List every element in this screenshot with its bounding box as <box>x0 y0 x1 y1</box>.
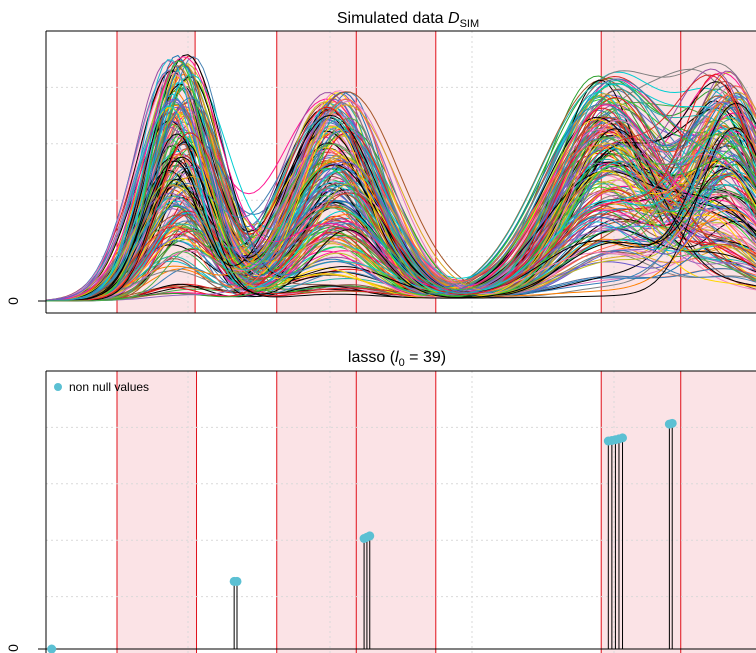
series-curve-122 <box>46 54 756 302</box>
bottom-band-3 <box>601 371 681 653</box>
series-curve-173 <box>45 160 756 302</box>
bottom-ytick-zero: 0 <box>5 644 21 652</box>
series-curve-151 <box>45 133 756 302</box>
series-curve-186 <box>45 105 756 302</box>
nonzero-point-2 <box>232 576 242 586</box>
bottom-band-2 <box>356 371 436 653</box>
top-curves <box>45 54 756 302</box>
series-curve-147 <box>45 91 756 302</box>
series-curve-191 <box>45 104 756 302</box>
bottom-points <box>47 418 677 653</box>
legend-marker <box>54 383 62 391</box>
series-curve-192 <box>45 126 756 302</box>
bottom-title-symbol: l <box>395 349 399 366</box>
series-curve-199 <box>46 133 756 302</box>
bottom-grid <box>46 371 756 653</box>
series-curve-187 <box>45 56 756 302</box>
series-curve-158 <box>45 74 756 302</box>
bottom-title-prefix: lasso ( <box>348 349 396 366</box>
series-curve-148 <box>46 71 756 302</box>
nonzero-point-0 <box>47 644 57 653</box>
nonzero-point-5 <box>365 531 375 541</box>
series-curve-197 <box>46 73 756 302</box>
series-curve-176 <box>45 73 756 302</box>
series-curve-196 <box>45 160 756 302</box>
series-curve-113 <box>46 184 756 302</box>
series-curve-142 <box>46 160 756 302</box>
series-curve-171 <box>46 86 756 302</box>
series-curve-189 <box>46 94 756 302</box>
bottom-highlight-bands <box>116 371 756 653</box>
bottom-panel: lasso (l0 = 39) 0 non null values <box>5 349 756 653</box>
series-curve-177 <box>45 59 756 302</box>
bottom-band-4 <box>680 371 756 653</box>
nonzero-point-12 <box>667 418 677 428</box>
series-curve-157 <box>45 98 756 302</box>
series-curve-160 <box>46 97 756 302</box>
series-curve-182 <box>45 65 756 302</box>
top-title: Simulated data DSIM <box>337 10 479 30</box>
top-ytick-zero: 0 <box>5 297 21 305</box>
series-curve-194 <box>45 98 756 301</box>
legend: non null values <box>54 380 149 394</box>
series-curve-181 <box>46 98 756 302</box>
top-title-main: Simulated data <box>337 10 448 27</box>
bottom-title-subscript: 0 <box>399 357 405 369</box>
bottom-stems <box>46 423 756 650</box>
series-curve-183 <box>45 100 756 302</box>
top-title-subscript: SIM <box>460 18 480 30</box>
legend-label: non null values <box>69 380 149 394</box>
series-curve-165 <box>46 141 756 302</box>
series-curve-179 <box>46 153 756 302</box>
series-curve-198 <box>45 78 756 302</box>
series-curve-188 <box>46 60 756 302</box>
nonzero-point-10 <box>618 433 628 443</box>
bottom-band-1 <box>276 371 357 653</box>
series-curve-76 <box>45 83 756 302</box>
bottom-band-0 <box>117 371 197 653</box>
series-curve-175 <box>45 116 756 302</box>
top-panel: Simulated data DSIM 0 <box>5 10 756 314</box>
top-title-symbol: D <box>448 10 460 27</box>
series-curve-180 <box>45 74 756 302</box>
series-curve-185 <box>45 169 756 302</box>
series-curve-190 <box>45 118 756 302</box>
bottom-title: lasso (l0 = 39) <box>348 349 446 369</box>
bottom-title-suffix: = 39) <box>405 349 446 366</box>
series-curve-195 <box>45 79 756 302</box>
